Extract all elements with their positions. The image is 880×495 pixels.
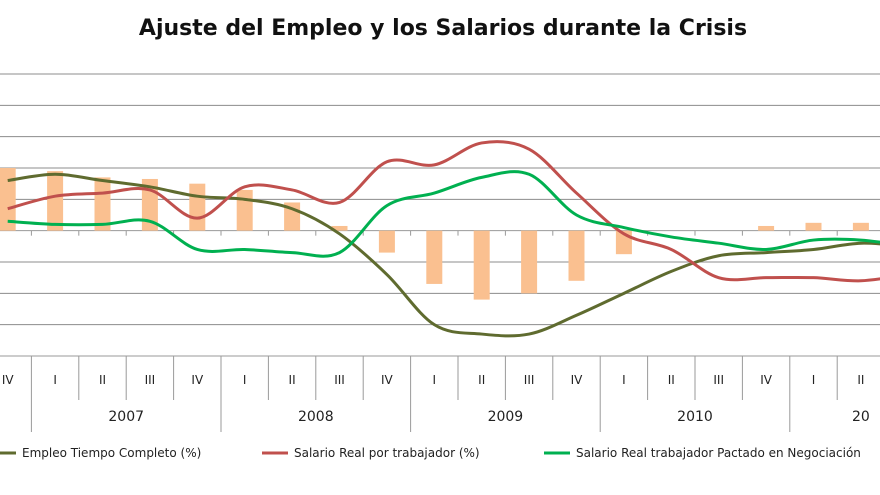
legend-item-salario-real: Salario Real por trabajador (%) xyxy=(294,446,480,460)
bar xyxy=(426,230,443,284)
quarter-tick-label: IV xyxy=(760,373,773,387)
quarter-tick-label: II xyxy=(478,373,485,387)
quarter-tick-label: III xyxy=(145,373,156,387)
bar xyxy=(94,177,111,231)
quarter-tick-label: IV xyxy=(571,373,584,387)
quarter-tick-label: II xyxy=(857,373,864,387)
quarter-tick-label: II xyxy=(99,373,106,387)
bar xyxy=(521,230,538,294)
quarter-tick-label: II xyxy=(668,373,675,387)
legend-item-salario-pactado: Salario Real trabajador Pactado en Negoc… xyxy=(576,446,861,460)
bar xyxy=(568,230,585,281)
quarter-tick-label: IV xyxy=(381,373,394,387)
line-empleo-tiempo-completo xyxy=(7,172,880,338)
quarter-tick-label: IV xyxy=(191,373,204,387)
quarter-tick-label: IV xyxy=(2,373,15,387)
bar xyxy=(758,225,775,231)
quarter-tick-label: III xyxy=(713,373,724,387)
quarter-tick-label: I xyxy=(433,373,437,387)
bar xyxy=(0,168,16,231)
bar xyxy=(805,222,822,231)
year-label: 2008 xyxy=(298,409,334,425)
quarter-tick-label: III xyxy=(334,373,345,387)
quarter-tick-label: III xyxy=(524,373,535,387)
quarter-tick-label: II xyxy=(289,373,296,387)
legend: Empleo Tiempo Completo (%) Salario Real p… xyxy=(0,446,861,460)
chart-title: Ajuste del Empleo y los Salarios durante… xyxy=(138,16,748,41)
x-axis: IVIIIIIIIVIIIIIIIVIIIIIIIVIIIIIIIVIIIIII… xyxy=(0,355,880,432)
bar xyxy=(236,189,253,231)
year-label: 2010 xyxy=(677,409,713,425)
bar xyxy=(189,183,206,231)
bar xyxy=(852,222,869,231)
bar xyxy=(331,225,348,231)
line-salario-pactado xyxy=(7,170,880,258)
year-label: 20 xyxy=(852,409,870,425)
year-label: 2009 xyxy=(488,409,524,425)
quarter-tick-label: I xyxy=(53,373,57,387)
bar xyxy=(47,171,64,231)
quarter-tick-label: I xyxy=(812,373,816,387)
bar xyxy=(473,230,490,300)
line-series xyxy=(7,140,880,338)
gridlines xyxy=(0,73,880,326)
legend-item-empleo: Empleo Tiempo Completo (%) xyxy=(22,446,201,460)
year-label: 2007 xyxy=(108,409,144,425)
line-salario-real xyxy=(7,140,880,283)
bar xyxy=(378,230,395,253)
quarter-tick-label: I xyxy=(243,373,247,387)
quarter-tick-label: I xyxy=(622,373,626,387)
